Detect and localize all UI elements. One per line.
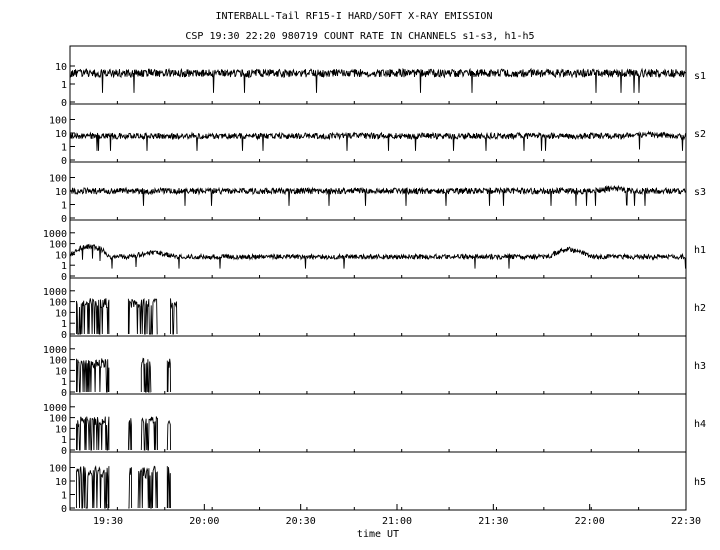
y-tick-label: 0	[61, 98, 67, 109]
panel-frame	[69, 335, 687, 395]
y-tick-label: 0	[61, 214, 67, 225]
y-tick-label: 1	[61, 491, 67, 502]
channel-label: h1	[694, 245, 706, 256]
y-tick-label: 0	[61, 156, 67, 167]
panel-frame	[69, 451, 687, 511]
panel-frame	[69, 219, 687, 279]
series-h4-line	[76, 416, 171, 451]
x-axis-label: time UT	[357, 529, 399, 540]
y-tick-label: 100	[49, 240, 67, 251]
panel-s1: 0 1 10 s1	[55, 45, 706, 109]
time-axis: 19:30 20:00 20:30 21:00 21:30 22:00 22:30	[93, 504, 701, 527]
y-tick-label: 100	[49, 414, 67, 425]
y-tick-label: 100	[49, 116, 67, 127]
x-tick-label: 19:30	[93, 516, 123, 527]
panel-s3: 0 1 10 100 s3	[49, 161, 706, 225]
panel-h5: 0 1 10 100 h5	[49, 451, 706, 515]
y-tick-label: 10	[55, 129, 67, 140]
y-tick-label: 100	[49, 356, 67, 367]
y-tick-label: 1	[61, 435, 67, 446]
series-s2-line	[69, 130, 687, 160]
channel-label: s1	[694, 71, 706, 82]
y-tick-label: 100	[49, 464, 67, 475]
x-tick-label: 21:30	[478, 516, 508, 527]
y-tick-label: 10	[55, 366, 67, 377]
y-tick-label: 100	[49, 174, 67, 185]
chart-subtitle: CSP 19:30 22:20 980719 COUNT RATE IN CHA…	[185, 31, 534, 42]
y-tick-label: 1	[61, 80, 67, 91]
panel-frame	[69, 103, 687, 163]
x-tick-label: 20:00	[189, 516, 219, 527]
channel-label: h3	[694, 361, 706, 372]
y-tick-label: 0	[61, 504, 67, 515]
series-h3-line	[76, 357, 171, 393]
y-tick-label: 10	[55, 308, 67, 319]
channel-label: s3	[694, 187, 706, 198]
x-tick-label: 22:00	[575, 516, 605, 527]
x-tick-label: 21:00	[382, 516, 412, 527]
channel-label: s2	[694, 129, 706, 140]
panel-frame	[69, 277, 687, 337]
y-tick-label: 1	[61, 261, 67, 272]
y-tick-label: 10	[55, 187, 67, 198]
y-tick-label: 1	[61, 319, 67, 330]
y-tick-label: 1	[61, 201, 67, 212]
y-tick-label: 1000	[43, 229, 67, 240]
channel-panels: 0110s10110100s20110100s301101001000h1011…	[43, 45, 706, 515]
panel-frame	[69, 393, 687, 453]
y-tick-label: 10	[55, 250, 67, 261]
y-tick-label: 100	[49, 298, 67, 309]
series-s1-line	[69, 67, 687, 102]
channel-label: h4	[694, 419, 706, 430]
y-tick-label: 10	[55, 477, 67, 488]
channel-label: h5	[694, 477, 706, 488]
y-tick-label: 1000	[43, 345, 67, 356]
y-tick-label: 10	[55, 424, 67, 435]
y-tick-label: 0	[61, 330, 67, 341]
x-tick-label: 20:30	[286, 516, 316, 527]
y-tick-label: 0	[61, 272, 67, 283]
y-tick-label: 1000	[43, 403, 67, 414]
series-h5-line	[76, 465, 171, 509]
series-h2-line	[76, 298, 178, 335]
y-tick-label: 0	[61, 388, 67, 399]
series-h1-line	[69, 243, 687, 276]
y-tick-label: 1000	[43, 287, 67, 298]
y-tick-label: 1	[61, 143, 67, 154]
y-tick-label: 10	[55, 62, 67, 73]
series-s3-line	[69, 184, 687, 218]
chart-title: INTERBALL-Tail RF15-I HARD/SOFT X-RAY EM…	[216, 11, 493, 22]
y-tick-label: 1	[61, 377, 67, 388]
panel-s2: 0 1 10 100 s2	[49, 103, 706, 167]
x-tick-label: 22:30	[671, 516, 701, 527]
panel-frame	[69, 45, 687, 105]
channel-label: h2	[694, 303, 706, 314]
y-tick-label: 0	[61, 446, 67, 457]
